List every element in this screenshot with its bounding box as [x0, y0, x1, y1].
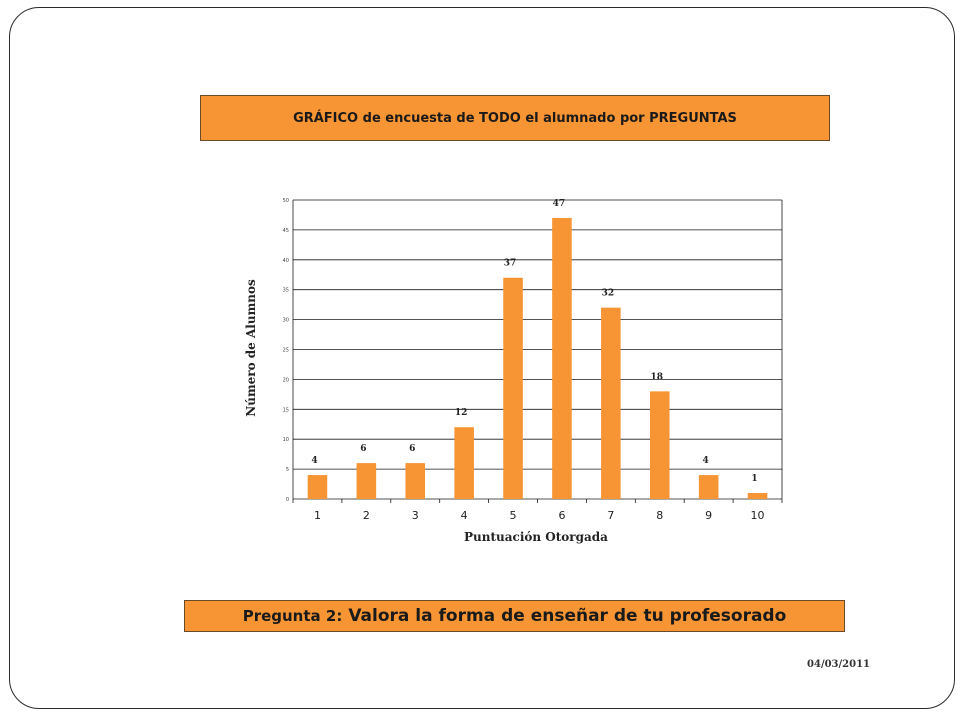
y-tick-label: 10 [283, 437, 289, 443]
y-tick-label: 25 [283, 348, 289, 354]
data-label-5: 37 [504, 259, 517, 269]
data-label-6: 47 [553, 199, 566, 209]
x-tick-label-8: 8 [656, 509, 663, 522]
x-axis-title: Puntuación Otorgada [464, 530, 608, 544]
y-tick-label: 40 [283, 258, 289, 264]
y-tick-label: 35 [283, 288, 289, 294]
bars [307, 217, 768, 499]
bar-9 [698, 475, 719, 499]
y-tick-label: 15 [283, 407, 289, 413]
y-tick-label: 50 [283, 198, 289, 204]
data-label-1: 4 [311, 456, 317, 466]
data-label-2: 6 [360, 444, 366, 454]
bar-7 [601, 307, 621, 499]
data-labels: 4 6 6 12 37 47 32 18 4 1 [311, 199, 757, 484]
x-tick-label-4: 4 [461, 509, 468, 522]
bar-2 [356, 463, 377, 499]
question-banner: Pregunta 2: Valora la forma de enseñar d… [184, 600, 845, 632]
chart-title-banner: GRÁFICO de encuesta de TODO el alumnado … [200, 95, 830, 141]
x-tick-label-2: 2 [363, 509, 370, 522]
data-label-3: 6 [409, 444, 415, 454]
bar-6 [552, 217, 572, 499]
x-axis-ticks: 1 2 3 4 5 6 7 8 9 10 [292, 499, 783, 522]
question-text: Valora la forma de enseñar de tu profeso… [348, 606, 787, 626]
bar-8 [649, 391, 670, 499]
x-tick-label-10: 10 [751, 509, 765, 522]
x-tick-label-5: 5 [510, 509, 517, 522]
x-tick-label-7: 7 [607, 509, 614, 522]
x-tick-label-1: 1 [314, 509, 321, 522]
x-tick-label-9: 9 [705, 509, 712, 522]
question-number: Pregunta 2: [242, 607, 343, 625]
y-tick-label: 5 [286, 467, 289, 473]
data-label-8: 18 [650, 372, 663, 382]
grid-lines [292, 199, 783, 500]
bar-10 [747, 493, 768, 499]
data-label-4: 12 [455, 408, 468, 418]
y-tick-label: 0 [286, 497, 289, 503]
data-label-10: 1 [751, 474, 757, 484]
y-tick-label: 45 [283, 228, 289, 234]
bar-1 [307, 475, 328, 499]
slide-date: 04/03/2011 [807, 659, 870, 670]
bar-4 [454, 427, 474, 499]
x-tick-label-3: 3 [412, 509, 419, 522]
data-label-7: 32 [602, 289, 615, 299]
chart-title-text: GRÁFICO de encuesta de TODO el alumnado … [293, 110, 737, 126]
y-tick-label: 30 [283, 318, 289, 324]
bar-3 [405, 463, 426, 499]
data-label-9: 4 [703, 456, 709, 466]
bar-5 [503, 277, 523, 499]
y-axis-ticks: 0 5 10 15 20 25 30 35 40 45 50 [283, 198, 289, 503]
y-axis-title: Número de Alumnos [244, 279, 258, 417]
x-tick-label-6: 6 [558, 509, 565, 522]
y-tick-label: 20 [283, 377, 289, 383]
